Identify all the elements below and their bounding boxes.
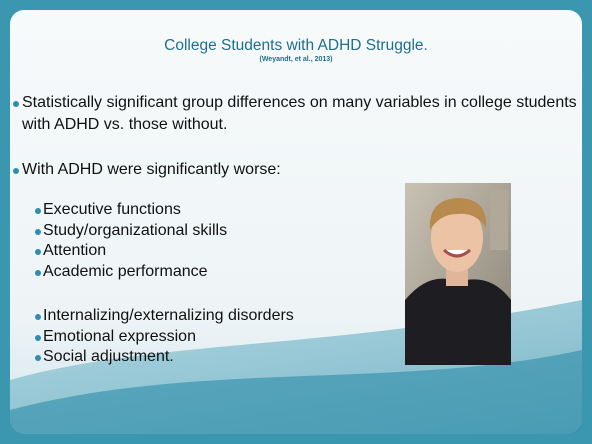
sub-bullet: Emotional expression (35, 327, 196, 345)
sub-bullet: Internalizing/externalizing disorders (35, 307, 294, 324)
sub-bullet: Attention (34, 242, 107, 259)
sub-bullet: Social adjustment. (35, 348, 174, 365)
citation: (Weyandt, et al., 2013) (259, 56, 333, 63)
sub-bullet: Study/organizational skills (34, 221, 228, 239)
photo (405, 183, 511, 365)
bullet: With ADHD were significantly worse: (13, 159, 587, 181)
sub-bullet: Academic performance (35, 262, 208, 280)
bullet: Statistically significant group differen… (13, 92, 587, 136)
sub-bullet: Executive functions (35, 201, 181, 218)
slide-title: College Students with ADHD Struggle. (164, 37, 428, 54)
